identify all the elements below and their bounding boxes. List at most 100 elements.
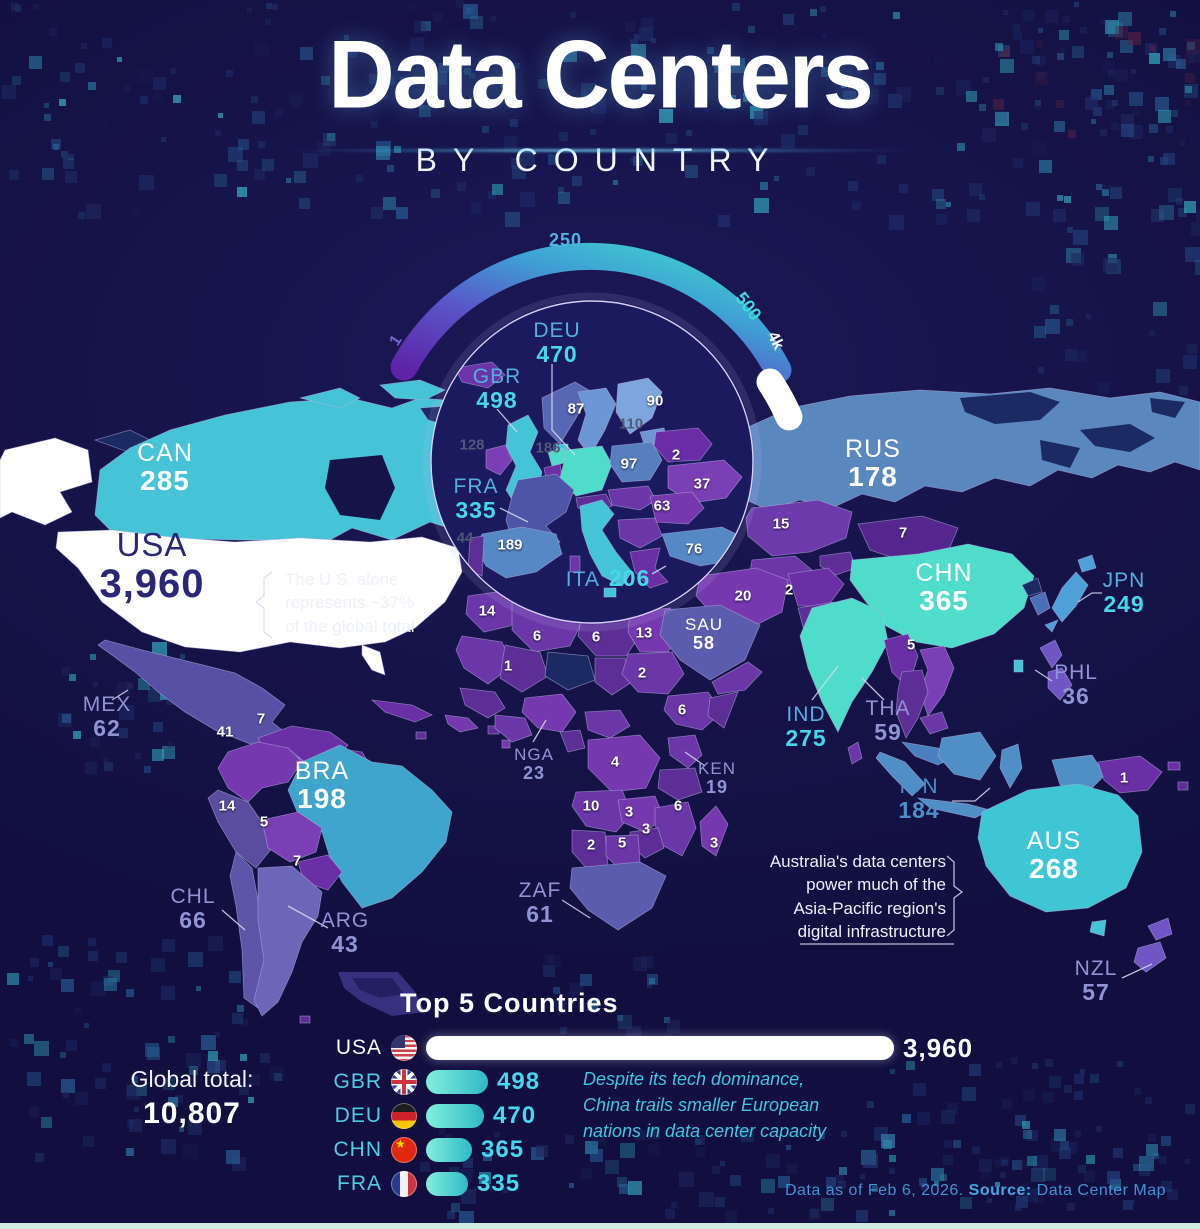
country-finland xyxy=(615,377,663,435)
footer-source-value: Data Center Map xyxy=(1031,1182,1166,1199)
south-korea xyxy=(1029,591,1051,616)
country-peru xyxy=(207,789,273,869)
tanzania xyxy=(657,767,703,801)
country-argentina xyxy=(253,865,323,1017)
country-flag-icon xyxy=(391,1069,417,1095)
laptop-decoration xyxy=(338,972,425,1016)
bar xyxy=(426,1138,472,1162)
bar xyxy=(426,1036,894,1060)
country-flag-icon xyxy=(391,1171,417,1197)
indonesia-sumatra xyxy=(875,751,926,797)
ghana-ivory-coast xyxy=(494,714,533,743)
top5-country-value: 470 xyxy=(493,1102,537,1129)
top5-country-code: DEU xyxy=(334,1104,382,1127)
europe-zoomed xyxy=(454,361,749,598)
page-title: Data Centers xyxy=(328,21,874,129)
annotation-line: The U.S. alone xyxy=(285,570,399,589)
country-belarus xyxy=(653,427,713,463)
global-total-label: Global total: xyxy=(130,1066,254,1092)
top5-country-value: 365 xyxy=(481,1136,525,1163)
japan-kyushu xyxy=(1044,619,1059,633)
country-sudan xyxy=(621,651,685,695)
annotation-line: nations in data center capacity xyxy=(583,1121,827,1142)
yemen-oman xyxy=(711,661,763,695)
top5-country-code: FRA xyxy=(337,1172,382,1195)
country-sweden xyxy=(577,387,617,457)
top5-row: FRA 335 xyxy=(330,1170,973,1197)
annotation-line: digital infrastructure xyxy=(797,922,946,942)
country-germany xyxy=(559,445,613,497)
leader-lines xyxy=(111,364,1153,979)
top5-country-value: 335 xyxy=(477,1170,521,1197)
laos-vietnam xyxy=(919,645,955,717)
country-alaska-usa xyxy=(0,437,93,526)
top5-country-code: USA xyxy=(335,1036,382,1059)
footer-source-label: Source: xyxy=(968,1182,1032,1199)
country-poland xyxy=(609,441,663,483)
tasmania xyxy=(1089,919,1107,937)
arctic-island xyxy=(299,387,361,409)
country-bolivia xyxy=(261,811,323,863)
country-iceland xyxy=(454,361,506,389)
country-mexico xyxy=(97,639,293,753)
country-flag-icon xyxy=(391,1137,417,1163)
annotation-australia: Australia's data centers power much of th… xyxy=(748,850,946,944)
annotation-line: power much of the xyxy=(806,875,946,895)
hispaniola xyxy=(444,714,479,733)
gauge-tick-250: 250 xyxy=(549,230,583,250)
europe-magnifier-glow xyxy=(422,292,762,632)
europe-magnifier-ring xyxy=(430,300,754,624)
country-thailand xyxy=(895,669,929,739)
country-kenya xyxy=(667,734,703,769)
country-india xyxy=(799,597,889,733)
top5-title: Top 5 Countries xyxy=(400,988,619,1018)
siberia-dark xyxy=(1150,398,1185,418)
top5-row: DEU 470 xyxy=(330,1102,973,1129)
country-greece xyxy=(629,547,669,589)
mali xyxy=(499,644,549,693)
top5-rows: USA 3,960 GBR 498 DEU 470 CHN 365 FR xyxy=(330,1032,974,1197)
annotation-line: Despite its tech dominance, xyxy=(583,1069,805,1089)
country-kazakhstan xyxy=(745,499,853,557)
annotation-usa: The U.S. alone represents ~37% of the glob… xyxy=(285,568,455,638)
country-papua-new-guinea xyxy=(1097,755,1163,794)
florida xyxy=(361,644,386,676)
country-south-africa xyxy=(569,861,667,931)
bar xyxy=(426,1172,468,1196)
annotation-line: of the global total xyxy=(285,616,415,636)
footer-attribution: Data as of Feb 6, 2026. Source: Data Cen… xyxy=(785,1182,1166,1200)
header: Data Centers BY COUNTRY xyxy=(0,0,1200,179)
country-china xyxy=(849,543,1035,649)
country-zambia xyxy=(617,795,665,833)
country-italy xyxy=(579,499,633,587)
top5-country-code: CHN xyxy=(333,1138,382,1161)
west-africa xyxy=(459,687,506,719)
north-korea xyxy=(1021,577,1043,597)
continents xyxy=(0,379,1200,1024)
country-australia xyxy=(977,783,1143,913)
country-new-zealand-south xyxy=(1133,941,1167,973)
annotation-line: represents ~37% xyxy=(285,593,414,613)
country-mauritania xyxy=(455,635,513,685)
country-madagascar xyxy=(699,805,729,857)
top5-row: GBR 498 xyxy=(330,1068,973,1095)
jamaica xyxy=(415,731,427,740)
global-total-value: 10,807 xyxy=(143,1097,241,1130)
central-african-rep xyxy=(584,709,631,739)
country-new-zealand-north xyxy=(1147,917,1173,941)
bottom-accent-strip xyxy=(0,1223,1200,1229)
country-flag-icon xyxy=(391,1103,417,1129)
annotation-china: Despite its tech dominance, China trails … xyxy=(583,1066,863,1144)
country-nigeria xyxy=(521,693,577,733)
annotation-line: Australia's data centers xyxy=(769,852,946,871)
country-angola xyxy=(571,789,633,833)
global-total: Global total: 10,807 xyxy=(82,1066,302,1131)
bar xyxy=(426,1104,484,1128)
png-island xyxy=(1177,781,1189,791)
top5-country-code: GBR xyxy=(333,1070,382,1093)
siberia-dark xyxy=(1080,424,1155,452)
top5-country-value: 3,960 xyxy=(903,1032,974,1063)
country-afghanistan xyxy=(787,567,845,607)
